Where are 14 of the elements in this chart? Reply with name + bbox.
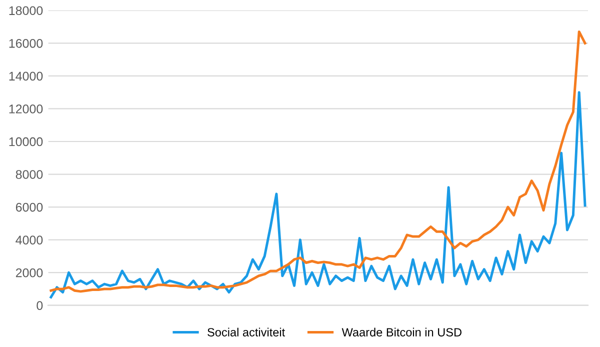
y-tick-label: 18000: [9, 6, 43, 16]
y-tick-label: 12000: [9, 104, 43, 114]
y-tick-label: 6000: [16, 202, 43, 212]
y-tick-label: 14000: [9, 72, 43, 81]
legend-label: Waarde Bitcoin in USD: [342, 328, 462, 336]
y-tick-label: 0: [36, 301, 43, 310]
line-series: [50, 91, 586, 298]
y-tick-label: 16000: [9, 38, 43, 48]
line-series: [50, 30, 586, 293]
legend-label: Social activiteit: [208, 328, 286, 336]
y-tick-label: 4000: [16, 236, 43, 244]
y-tick-label: 2000: [16, 268, 43, 278]
y-tick-label: 10000: [9, 137, 43, 146]
y-tick-label: 8000: [16, 170, 43, 179]
